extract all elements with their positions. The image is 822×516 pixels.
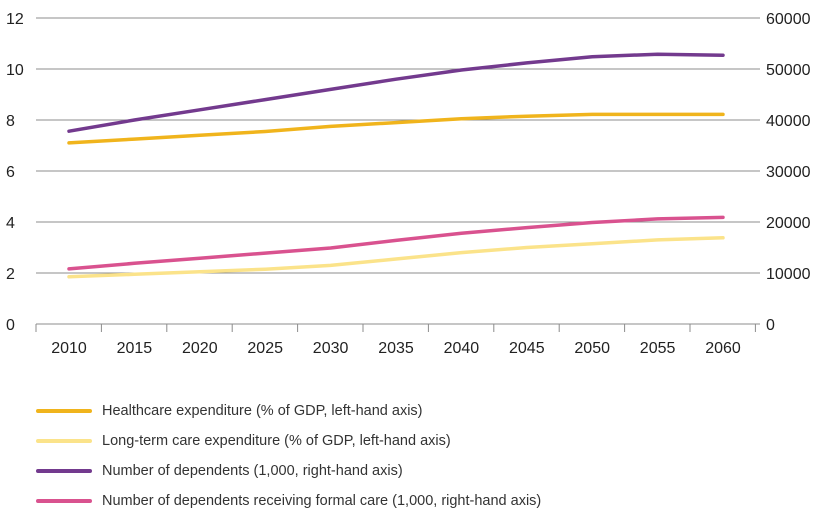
x-tick-label: 2020 xyxy=(182,340,218,357)
series-lines xyxy=(67,52,725,279)
series-line-healthcare xyxy=(67,112,725,145)
legend-label-healthcare: Healthcare expenditure (% of GDP, left-h… xyxy=(102,403,423,419)
left-tick-label: 12 xyxy=(6,11,24,28)
right-tick-label: 10000 xyxy=(766,266,811,283)
right-tick-label: 60000 xyxy=(766,11,811,28)
legend-label-dependents: Number of dependents (1,000, right-hand … xyxy=(102,463,403,479)
legend-item-healthcare: Healthcare expenditure (% of GDP, left-h… xyxy=(36,396,541,426)
chart: 0 2 4 6 8 10 12 0 10000 20000 30000 40000 50000 6000… xyxy=(6,11,811,357)
x-tick-label: 2060 xyxy=(705,340,741,357)
left-tick-label: 0 xyxy=(6,317,15,334)
legend-swatch-healthcare xyxy=(36,409,92,413)
x-tick-label: 2015 xyxy=(117,340,153,357)
x-tick-label: 2050 xyxy=(574,340,610,357)
x-tick-label: 2045 xyxy=(509,340,545,357)
gridlines xyxy=(36,17,760,274)
legend-swatch-long-term-care xyxy=(36,439,92,443)
series-line-long-term-care xyxy=(67,236,725,279)
right-tick-label: 20000 xyxy=(766,215,811,232)
series-line-dependents xyxy=(67,52,725,133)
left-tick-label: 6 xyxy=(6,164,15,181)
legend-label-long-term-care: Long-term care expenditure (% of GDP, le… xyxy=(102,433,451,449)
legend-item-long-term-care: Long-term care expenditure (% of GDP, le… xyxy=(36,426,541,456)
legend-item-dependents: Number of dependents (1,000, right-hand … xyxy=(36,456,541,486)
legend-item-dependents-formal-care: Number of dependents receiving formal ca… xyxy=(36,486,541,516)
series-line-dependents-formal-care xyxy=(67,215,725,271)
left-tick-label: 8 xyxy=(6,113,15,130)
legend-swatch-dependents xyxy=(36,469,92,473)
x-tick-label: 2010 xyxy=(51,340,87,357)
right-tick-label: 30000 xyxy=(766,164,811,181)
x-tick-label: 2040 xyxy=(444,340,480,357)
legend-label-dependents-formal-care: Number of dependents receiving formal ca… xyxy=(102,493,542,509)
right-axis-ticks: 0 10000 20000 30000 40000 50000 60000 xyxy=(766,11,811,334)
x-tick-label: 2025 xyxy=(247,340,283,357)
legend: Healthcare expenditure (% of GDP, left-h… xyxy=(36,396,541,516)
x-tick-label: 2055 xyxy=(640,340,676,357)
right-tick-label: 0 xyxy=(766,317,775,334)
left-tick-label: 10 xyxy=(6,62,24,79)
left-tick-label: 4 xyxy=(6,215,15,232)
x-tick-label: 2035 xyxy=(378,340,414,357)
right-tick-label: 40000 xyxy=(766,113,811,130)
left-tick-label: 2 xyxy=(6,266,15,283)
right-tick-label: 50000 xyxy=(766,62,811,79)
x-axis: 2010 2015 2020 2025 2030 2035 2040 2045 2050 2055… xyxy=(35,323,760,357)
left-axis-ticks: 0 2 4 6 8 10 12 xyxy=(6,11,24,334)
legend-swatch-dependents-formal-care xyxy=(36,499,92,503)
x-tick-label: 2030 xyxy=(313,340,349,357)
